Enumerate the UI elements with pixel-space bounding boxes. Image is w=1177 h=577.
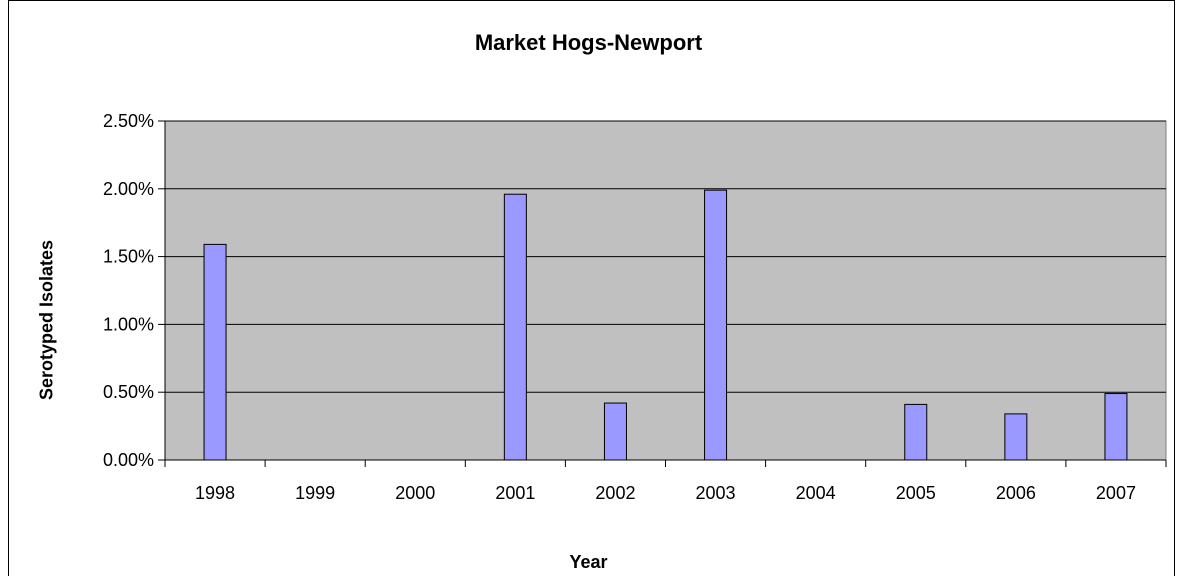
bar-2006 [1004,413,1028,461]
y-tick-labels: 0.00% 0.50% 1.00% 1.50% 2.00% 2.50% [103,111,154,470]
chart-title: Market Hogs-Newport [474,30,703,55]
y-tick-label: 1.00% [103,314,154,334]
x-tick-label: 2000 [395,483,435,503]
y-axis-label: Serotyped Isolates [36,239,57,401]
chart-frame [8,0,1175,576]
x-axis-label: Year [569,552,608,572]
bar-2005 [904,403,928,461]
bar-2001 [503,193,527,461]
y-tick-label: 0.50% [103,382,154,402]
x-tick-label: 2001 [495,483,535,503]
bar-2003 [704,189,728,461]
x-tick-labels: 1998 1999 2000 2001 2002 2003 2004 2005 2006 2007 [195,483,1136,503]
axes [158,120,1167,467]
x-tick-label: 1998 [195,483,235,503]
bar-2002 [603,402,627,461]
y-tick-label: 2.00% [103,179,154,199]
x-tick-label: 2006 [996,483,1036,503]
plot-area [164,120,1167,461]
x-tick-label: 2004 [796,483,836,503]
bar-1998 [203,243,227,461]
bars [203,189,1128,461]
gridlines [165,120,1166,393]
bar-2007 [1104,393,1128,461]
y-tick-label: 2.50% [103,111,154,131]
x-tick-label: 1999 [295,483,335,503]
y-tick-label: 0.00% [103,450,154,470]
x-tick-label: 2002 [595,483,635,503]
x-tick-label: 2007 [1096,483,1136,503]
y-tick-label: 1.50% [103,247,154,267]
x-tick-label: 2005 [896,483,936,503]
x-tick-label: 2003 [696,483,736,503]
